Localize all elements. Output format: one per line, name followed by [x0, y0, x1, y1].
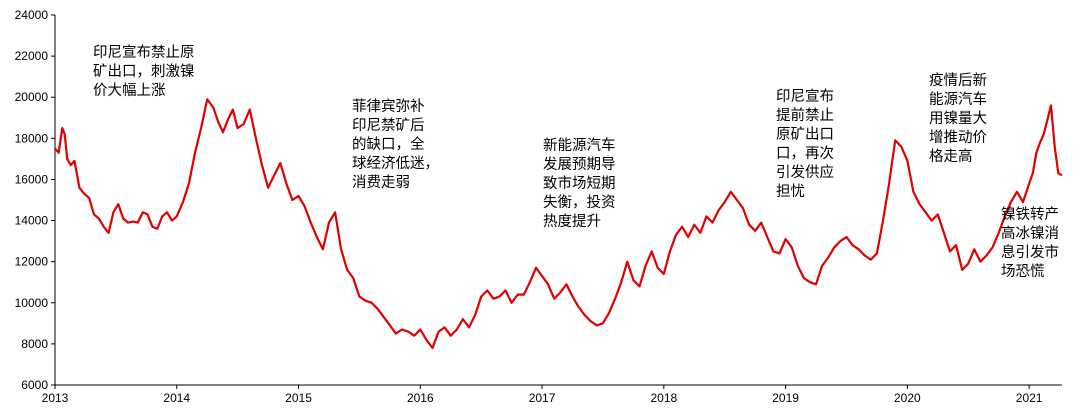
annotation-indonesia-early-ban: 印尼宣布 提前禁止 原矿出口 口，再次 引发供应 担忧 [776, 89, 834, 200]
y-tick-label: 20000 [15, 90, 49, 104]
x-tick-label: 2019 [772, 391, 799, 405]
y-tick-label: 16000 [15, 172, 49, 186]
x-tick-label: 2018 [650, 391, 677, 405]
y-tick-label: 12000 [15, 255, 49, 269]
x-tick-label: 2013 [42, 391, 69, 405]
x-tick-label: 2015 [285, 391, 312, 405]
x-tick-label: 2021 [1016, 391, 1043, 405]
y-tick-label: 18000 [15, 131, 49, 145]
y-tick-label: 8000 [21, 337, 48, 351]
x-tick-label: 2016 [407, 391, 434, 405]
x-tick-label: 2020 [894, 391, 921, 405]
y-tick-label: 10000 [15, 296, 49, 310]
annotation-post-pandemic-nev: 疫情后新 能源汽车 用镍量大 增推动价 格走高 [929, 73, 987, 165]
annotation-philippines: 菲律宾弥补 印尼禁矿后 的缺口，全 球经济低迷， 消费走弱 [352, 99, 439, 191]
annotation-indonesia-ban: 印尼宣布禁止原 矿出口，刺激镍 价大幅上涨 [93, 45, 195, 99]
x-tick-label: 2017 [529, 391, 556, 405]
annotation-nickel-matte-panic: 镍铁转产 高冰镍消 息引发市 场恐慌 [1001, 207, 1059, 280]
annotation-nev-expectation: 新能源汽车 发展预期导 致市场短期 失衡，投资 热度提升 [543, 138, 616, 230]
ticks: 6000 8000 10000 12000 14000 16000 18000 20000 22… [15, 8, 1043, 405]
axes [54, 15, 1062, 386]
price-series-line [54, 98, 1063, 350]
y-tick-label: 24000 [15, 8, 49, 22]
y-tick-label: 14000 [15, 214, 49, 228]
y-tick-label: 22000 [15, 49, 49, 63]
x-tick-label: 2014 [163, 391, 190, 405]
y-tick-label: 6000 [21, 378, 48, 392]
